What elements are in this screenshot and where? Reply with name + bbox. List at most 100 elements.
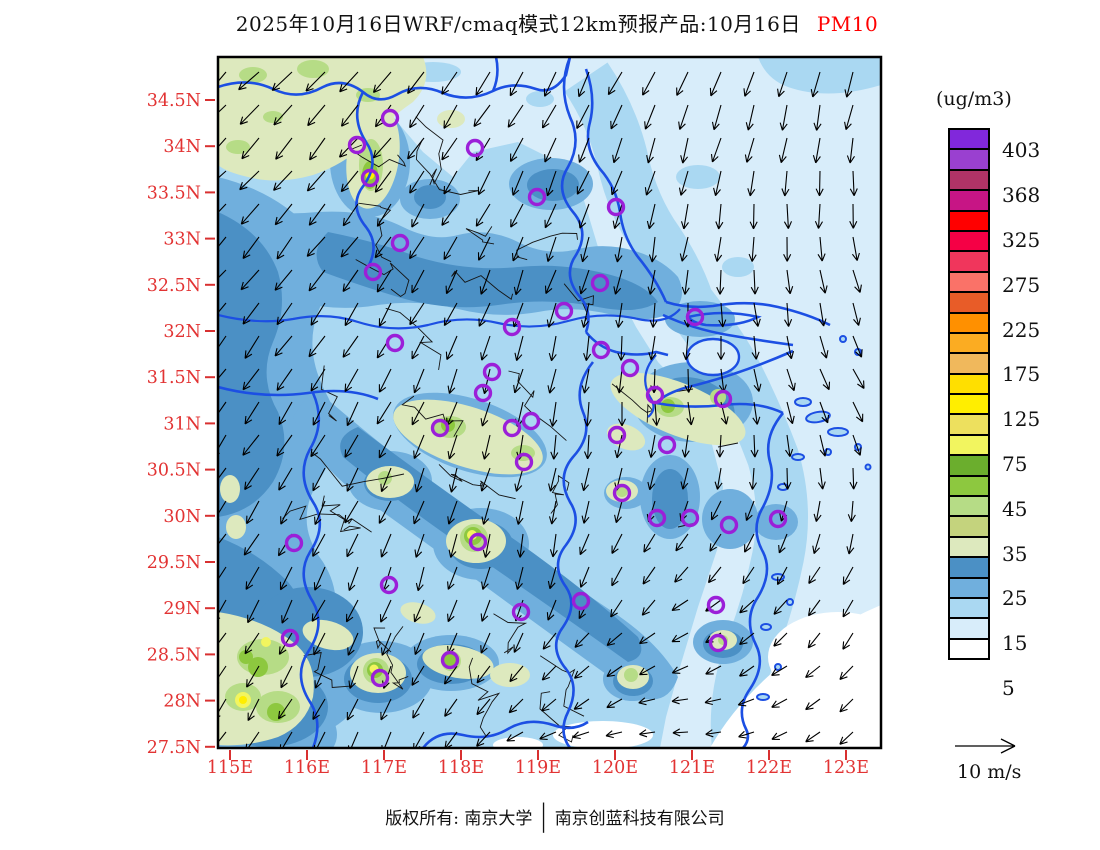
- lat-label: 34.5N: [147, 91, 201, 111]
- city-marker: [363, 262, 383, 282]
- copyright-owner: 版权所有: 南京大学: [385, 809, 533, 829]
- lon-label: 121E: [669, 758, 715, 778]
- lat-label: 27.5N: [147, 738, 201, 758]
- city-marker: [511, 602, 531, 622]
- city-marker: [612, 483, 632, 503]
- rivers: [218, 308, 681, 418]
- lat-label: 28N: [163, 692, 201, 712]
- legend-color-box: [948, 189, 990, 212]
- city-marker: [527, 187, 547, 207]
- color-scale-legend: [948, 128, 990, 661]
- lat-label: 33.5N: [147, 183, 201, 203]
- lon-label: 120E: [592, 758, 638, 778]
- city-marker: [280, 628, 300, 648]
- legend-color-box: [948, 229, 990, 253]
- lon-label: 115E: [207, 758, 253, 778]
- legend-value: 5: [1002, 676, 1015, 700]
- city-marker: [647, 508, 667, 528]
- city-marker: [719, 515, 739, 535]
- legend-color-box: [948, 250, 990, 273]
- legend-color-box: [948, 556, 990, 579]
- legend-value: 125: [1002, 407, 1041, 432]
- axis-ticks: [205, 99, 847, 760]
- lat-label: 32N: [163, 322, 201, 342]
- legend-color-box: [948, 148, 990, 171]
- city-marker: [606, 197, 626, 217]
- city-marker: [502, 418, 522, 438]
- copyright-company: 南京创蓝科技有限公司: [554, 809, 725, 829]
- legend-color-box: [948, 617, 990, 640]
- map-canvas: 115E 116E 117E 118E 119E 120E 121E 122E 123E 34.5…: [143, 51, 887, 781]
- city-marker: [380, 108, 400, 128]
- legend-unit-label: (ug/m3): [936, 88, 1012, 110]
- city-marker: [571, 591, 591, 611]
- legend-color-box: [948, 393, 990, 416]
- city-marker: [768, 509, 788, 529]
- lat-label: 31N: [163, 414, 201, 434]
- lon-label: 119E: [515, 758, 561, 778]
- lat-label: 30N: [163, 507, 201, 527]
- legend-color-box: [948, 535, 990, 559]
- city-marker: [502, 317, 522, 337]
- city-marker: [657, 435, 677, 455]
- legend-color-box: [948, 515, 990, 538]
- city-marker: [360, 168, 380, 188]
- legend-value: 45: [1002, 496, 1028, 521]
- islands: [756, 335, 872, 701]
- map-frame: [216, 55, 883, 750]
- city-marker: [482, 362, 502, 382]
- legend-color-box: [948, 433, 990, 457]
- wind-reference-arrow: [955, 738, 1016, 754]
- lat-label: 28.5N: [147, 645, 201, 665]
- legend-color-box: [948, 168, 990, 192]
- wind-reference-label: 10 m/s: [957, 761, 1021, 783]
- legend-value: 368: [1002, 183, 1041, 208]
- lat-label: 29.5N: [147, 553, 201, 573]
- city-marker: [465, 138, 485, 158]
- city-marker: [430, 418, 450, 438]
- legend-color-box: [948, 474, 990, 498]
- city-marker: [284, 533, 304, 553]
- wind-reference: 10 m/s: [955, 738, 1021, 783]
- city-marker: [590, 273, 610, 293]
- city-marker: [385, 333, 405, 353]
- city-marker: [607, 425, 627, 445]
- legend-value: 25: [1002, 586, 1028, 611]
- legend-color-box: [948, 331, 990, 355]
- lat-label: 32.5N: [147, 276, 201, 296]
- city-marker: [390, 233, 410, 253]
- concentration-field: [218, 57, 881, 748]
- lat-label: 34N: [163, 137, 201, 157]
- city-marker: [713, 389, 733, 409]
- city-marker: [706, 595, 726, 615]
- lon-label: 117E: [361, 758, 407, 778]
- lon-label: 122E: [746, 758, 792, 778]
- lon-label: 116E: [284, 758, 330, 778]
- lat-label: 30.5N: [147, 461, 201, 481]
- legend-color-box: [948, 454, 990, 477]
- legend-value: 15: [1002, 631, 1028, 656]
- legend-value: 175: [1002, 362, 1041, 387]
- city-marker: [645, 385, 665, 405]
- lat-label: 33N: [163, 230, 201, 250]
- city-marker: [370, 668, 390, 688]
- city-markers: [280, 108, 788, 688]
- lon-label: 118E: [438, 758, 484, 778]
- title-text: 2025年10月16日WRF/cmaq模式12km预报产品:10月16日: [235, 12, 801, 36]
- city-marker: [379, 575, 399, 595]
- city-marker: [620, 358, 640, 378]
- legend-color-box: [948, 209, 990, 232]
- lon-label: 123E: [823, 758, 869, 778]
- copyright-footer: 版权所有: 南京大学 │ 南京创蓝科技有限公司: [0, 804, 1100, 834]
- title-pollutant: PM10: [816, 12, 879, 36]
- legend-value: 403: [1002, 138, 1041, 163]
- city-marker: [347, 135, 367, 155]
- page-title: 2025年10月16日WRF/cmaq模式12km预报产品:10月16日 PM10: [7, 8, 1100, 37]
- legend-color-box: [948, 372, 990, 396]
- city-marker: [680, 508, 700, 528]
- legend-color-box: [948, 128, 990, 151]
- legend-value: 225: [1002, 317, 1041, 342]
- city-marker: [440, 650, 460, 670]
- legend-value: 325: [1002, 228, 1041, 252]
